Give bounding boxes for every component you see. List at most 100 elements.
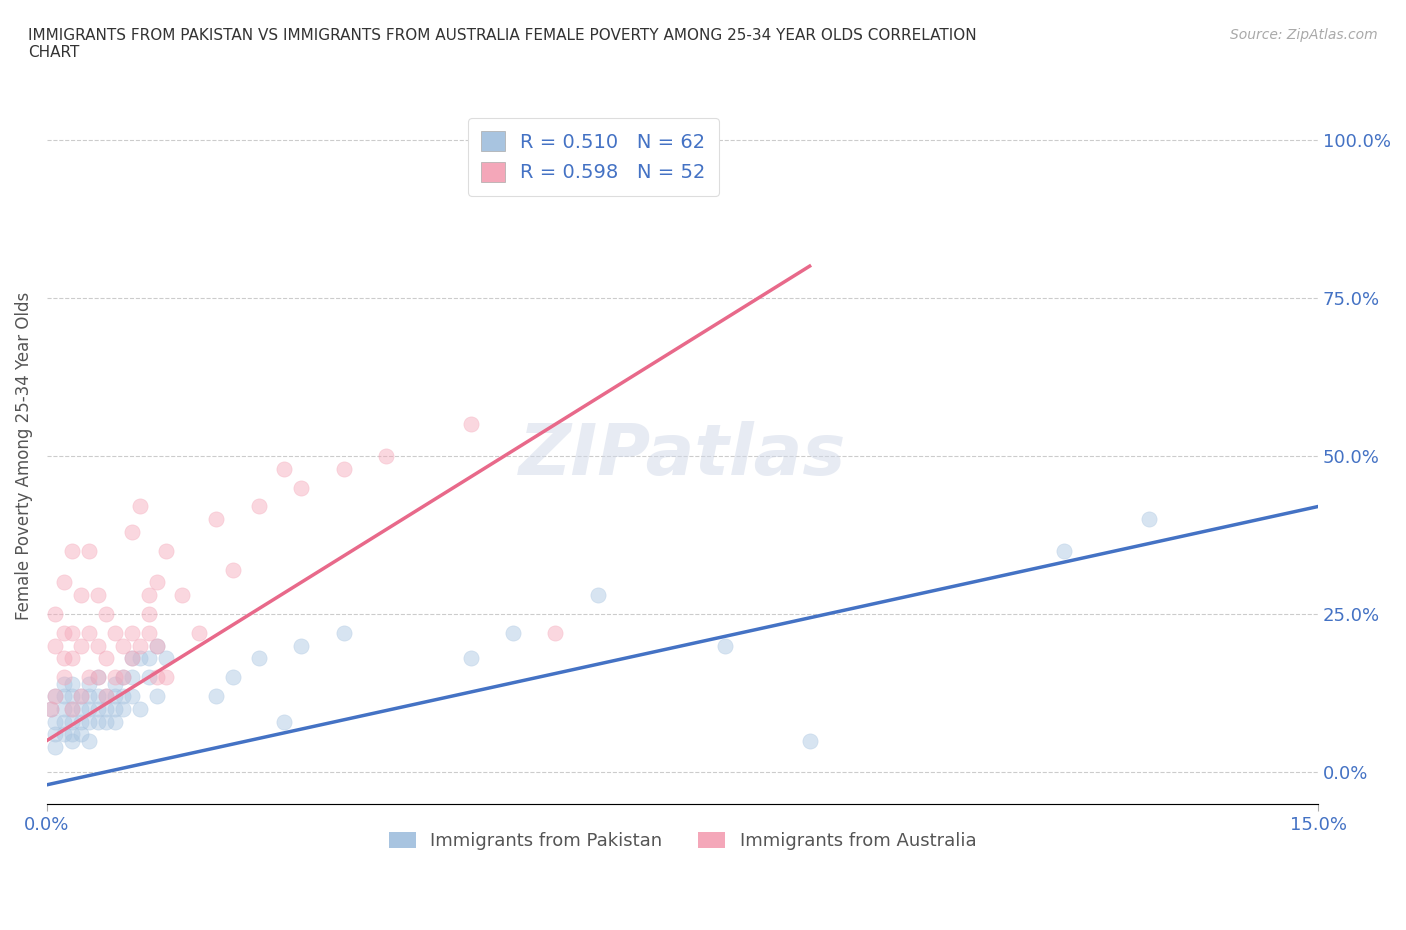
Point xyxy=(87,638,110,653)
Point xyxy=(96,689,118,704)
Point xyxy=(1053,543,1076,558)
Point xyxy=(77,670,100,684)
Point xyxy=(1137,512,1160,526)
Point xyxy=(87,670,110,684)
Point xyxy=(39,701,62,716)
Point xyxy=(112,638,135,653)
Point xyxy=(69,714,91,729)
Point xyxy=(129,701,152,716)
Point xyxy=(146,638,169,653)
Point xyxy=(112,689,135,704)
Point xyxy=(44,689,66,704)
Point xyxy=(273,461,295,476)
Point xyxy=(332,461,354,476)
Point xyxy=(146,638,169,653)
Point xyxy=(44,689,66,704)
Point xyxy=(87,689,110,704)
Point xyxy=(44,714,66,729)
Point xyxy=(77,543,100,558)
Point xyxy=(44,739,66,754)
Point xyxy=(69,588,91,603)
Point xyxy=(104,670,127,684)
Y-axis label: Female Poverty Among 25-34 Year Olds: Female Poverty Among 25-34 Year Olds xyxy=(15,292,32,620)
Point xyxy=(104,676,127,691)
Point xyxy=(60,689,83,704)
Point xyxy=(332,626,354,641)
Text: IMMIGRANTS FROM PAKISTAN VS IMMIGRANTS FROM AUSTRALIA FEMALE POVERTY AMONG 25-34: IMMIGRANTS FROM PAKISTAN VS IMMIGRANTS F… xyxy=(28,28,977,60)
Point xyxy=(138,670,160,684)
Point xyxy=(155,670,177,684)
Text: Source: ZipAtlas.com: Source: ZipAtlas.com xyxy=(1230,28,1378,42)
Point xyxy=(60,701,83,716)
Point xyxy=(104,701,127,716)
Point xyxy=(129,638,152,653)
Point xyxy=(290,638,312,653)
Point xyxy=(69,689,91,704)
Point xyxy=(205,689,228,704)
Point xyxy=(77,626,100,641)
Point xyxy=(87,714,110,729)
Point xyxy=(129,499,152,514)
Point xyxy=(52,714,75,729)
Point xyxy=(586,588,609,603)
Point xyxy=(52,575,75,590)
Point xyxy=(69,701,91,716)
Point xyxy=(121,525,143,539)
Point xyxy=(60,733,83,748)
Point xyxy=(96,701,118,716)
Point xyxy=(77,689,100,704)
Point xyxy=(77,701,100,716)
Point xyxy=(146,575,169,590)
Point xyxy=(146,670,169,684)
Point xyxy=(52,726,75,741)
Point xyxy=(60,651,83,666)
Point xyxy=(121,651,143,666)
Point xyxy=(60,676,83,691)
Point xyxy=(121,689,143,704)
Point xyxy=(104,689,127,704)
Point xyxy=(121,651,143,666)
Point xyxy=(69,726,91,741)
Point xyxy=(60,701,83,716)
Point xyxy=(96,689,118,704)
Point xyxy=(112,701,135,716)
Point xyxy=(138,651,160,666)
Point xyxy=(374,448,396,463)
Point xyxy=(52,701,75,716)
Point xyxy=(60,543,83,558)
Point xyxy=(69,689,91,704)
Point xyxy=(87,670,110,684)
Point xyxy=(77,714,100,729)
Legend: Immigrants from Pakistan, Immigrants from Australia: Immigrants from Pakistan, Immigrants fro… xyxy=(381,825,984,857)
Point xyxy=(52,651,75,666)
Point xyxy=(77,676,100,691)
Point xyxy=(138,588,160,603)
Point xyxy=(112,670,135,684)
Point xyxy=(155,543,177,558)
Point xyxy=(44,726,66,741)
Point xyxy=(146,689,169,704)
Point xyxy=(460,417,482,432)
Point xyxy=(172,588,194,603)
Text: ZIPatlas: ZIPatlas xyxy=(519,421,846,490)
Point xyxy=(39,701,62,716)
Point xyxy=(714,638,737,653)
Point xyxy=(77,733,100,748)
Point xyxy=(121,670,143,684)
Point xyxy=(104,626,127,641)
Point xyxy=(247,651,270,666)
Point xyxy=(52,689,75,704)
Point xyxy=(799,733,821,748)
Point xyxy=(222,670,245,684)
Point xyxy=(52,626,75,641)
Point xyxy=(460,651,482,666)
Point xyxy=(247,499,270,514)
Point xyxy=(112,670,135,684)
Point xyxy=(52,676,75,691)
Point xyxy=(138,626,160,641)
Point xyxy=(44,638,66,653)
Point xyxy=(69,638,91,653)
Point xyxy=(290,480,312,495)
Point xyxy=(52,670,75,684)
Point xyxy=(138,606,160,621)
